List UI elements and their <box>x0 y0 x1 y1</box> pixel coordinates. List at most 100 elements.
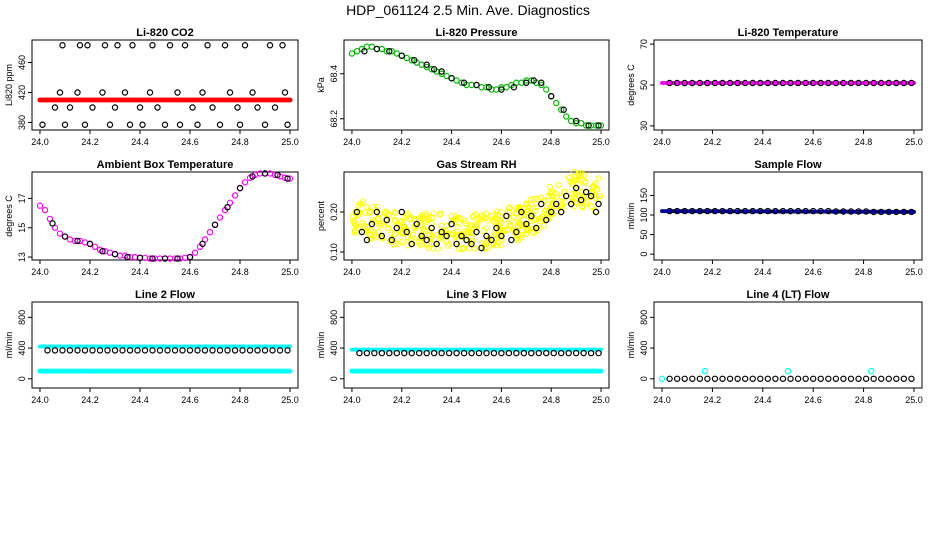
data-point <box>81 239 89 246</box>
y-axis-label: percent <box>316 200 326 231</box>
data-point <box>438 222 445 229</box>
data-point <box>458 79 465 86</box>
data-point <box>840 375 847 382</box>
data-point <box>825 79 832 87</box>
data-point <box>411 57 418 64</box>
data-point <box>81 121 89 128</box>
data-point <box>366 209 373 217</box>
data-point <box>577 169 584 176</box>
data-point <box>595 349 602 357</box>
data-point <box>368 220 376 228</box>
data-point <box>548 93 555 100</box>
data-point <box>475 216 482 223</box>
y-axis-label: ml/min <box>4 332 14 359</box>
data-point <box>287 368 293 374</box>
data-point <box>271 104 279 111</box>
data-point <box>666 207 673 215</box>
y-axis-label: kPa <box>316 77 326 93</box>
data-point <box>591 207 599 215</box>
x-tick-label: 24.4 <box>131 267 149 277</box>
data-point <box>870 208 877 216</box>
data-point <box>483 84 490 91</box>
data-point <box>459 245 466 252</box>
data-point <box>216 214 224 221</box>
data-point <box>392 240 399 247</box>
chart-panel: Li-820 CO2 24.0 24.2 24.4 24.6 24.8 25.0 380 420… <box>4 27 299 147</box>
data-point <box>388 236 396 244</box>
data-point <box>443 232 450 240</box>
data-point <box>855 375 862 382</box>
data-point <box>224 347 231 354</box>
data-point <box>505 349 513 357</box>
data-point <box>226 89 234 96</box>
data-point <box>802 79 809 87</box>
data-point <box>867 367 875 375</box>
data-point <box>353 48 361 55</box>
data-point <box>408 57 415 64</box>
data-point <box>41 206 49 214</box>
data-point <box>191 249 199 256</box>
data-point <box>186 347 194 354</box>
data-point <box>408 240 415 248</box>
data-point <box>460 79 468 86</box>
data-point <box>696 79 704 87</box>
data-point <box>397 218 404 225</box>
data-point <box>559 199 566 206</box>
data-point <box>351 229 359 236</box>
data-point <box>174 255 181 262</box>
data-point <box>560 106 567 113</box>
data-point <box>482 225 489 232</box>
data-point <box>367 227 375 234</box>
y-axis-label: ml/min <box>626 332 636 359</box>
data-point <box>430 241 437 248</box>
data-point <box>448 75 455 82</box>
data-point <box>711 207 719 215</box>
x-tick-label: 24.4 <box>754 267 772 277</box>
data-point <box>274 171 281 179</box>
data-point <box>66 236 74 243</box>
data-point <box>430 66 438 73</box>
data-point <box>74 89 81 96</box>
data-point <box>236 121 244 128</box>
data-point <box>572 349 580 357</box>
data-point <box>51 347 59 354</box>
data-point <box>384 225 392 232</box>
data-point <box>719 207 726 215</box>
y-tick-label: 400 <box>329 341 339 356</box>
data-point <box>421 217 428 224</box>
data-series <box>39 42 291 128</box>
data-point <box>254 347 261 354</box>
data-point <box>528 212 535 220</box>
data-point <box>194 121 201 128</box>
data-point <box>530 77 537 84</box>
data-point <box>114 42 121 49</box>
data-point <box>462 220 469 227</box>
data-point <box>161 121 169 128</box>
data-point <box>99 247 106 255</box>
data-point <box>569 194 576 201</box>
y-tick-label: 68.4 <box>329 65 339 83</box>
data-point <box>353 208 361 216</box>
data-point <box>784 367 792 375</box>
data-point <box>539 216 546 223</box>
data-point <box>284 347 291 354</box>
data-point <box>704 375 711 382</box>
data-point <box>437 210 444 217</box>
data-point <box>194 347 201 354</box>
data-point <box>146 89 154 96</box>
data-point <box>149 42 156 49</box>
data-point <box>119 347 126 354</box>
data-point <box>417 213 424 221</box>
data-series <box>37 97 293 103</box>
data-point <box>584 198 591 205</box>
data-point <box>239 347 246 354</box>
data-point <box>523 79 530 86</box>
data-point <box>156 347 164 354</box>
data-point <box>456 246 463 253</box>
data-point <box>61 121 69 128</box>
y-tick-label: 800 <box>329 310 339 325</box>
data-point <box>385 211 393 218</box>
data-point <box>104 347 111 354</box>
data-series <box>666 79 915 87</box>
data-point <box>579 189 586 196</box>
